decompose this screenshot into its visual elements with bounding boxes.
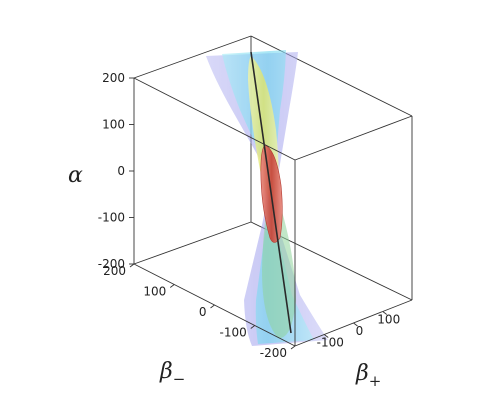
z-tick-label-3: -100 [98, 211, 125, 225]
y-axis-label-sub: − [173, 370, 186, 388]
y-tick-2 [210, 304, 215, 309]
z-tick-label-2: 0 [117, 164, 125, 178]
y-tick-3 [250, 325, 256, 329]
x-tick-label-2: -100 [317, 336, 344, 350]
z-tick-label-4: -200 [98, 257, 125, 271]
x-tick-label-0: 100 [377, 313, 400, 327]
y-tick-label-4: -200 [260, 346, 287, 360]
box-edge [133, 221, 252, 265]
box-edge [250, 35, 413, 117]
surfaces [206, 50, 328, 346]
y-tick-label-0: 200 [103, 264, 126, 278]
x-tick-0 [382, 311, 388, 315]
degeneracy-line [250, 51, 292, 334]
box-edge [133, 35, 252, 79]
y-tick-4 [290, 345, 296, 350]
z-tick-label-1: 100 [102, 118, 125, 132]
box-edge [133, 77, 296, 161]
x-tick-1 [353, 322, 358, 327]
x-axis-label-text: β [355, 361, 369, 386]
y-tick-label-3: -100 [220, 326, 247, 340]
x-axis-label: β+ [355, 361, 381, 390]
z-axis-label: α [68, 163, 83, 188]
y-tick-label-1: 100 [143, 285, 166, 299]
z-tick-label-0: 200 [102, 71, 125, 85]
box-edge [294, 115, 413, 161]
x-tick-label-1: 0 [356, 324, 364, 338]
z-axis-label-text: α [68, 163, 83, 188]
y-tick-1 [169, 284, 175, 288]
x-axis-label-sub: + [369, 372, 382, 390]
y-axis-label: β− [159, 359, 185, 388]
y-axis-label-text: β [159, 359, 173, 384]
y-tick-0 [129, 263, 135, 268]
y-tick-label-2: 0 [199, 305, 207, 319]
x-tick-2 [323, 334, 329, 338]
